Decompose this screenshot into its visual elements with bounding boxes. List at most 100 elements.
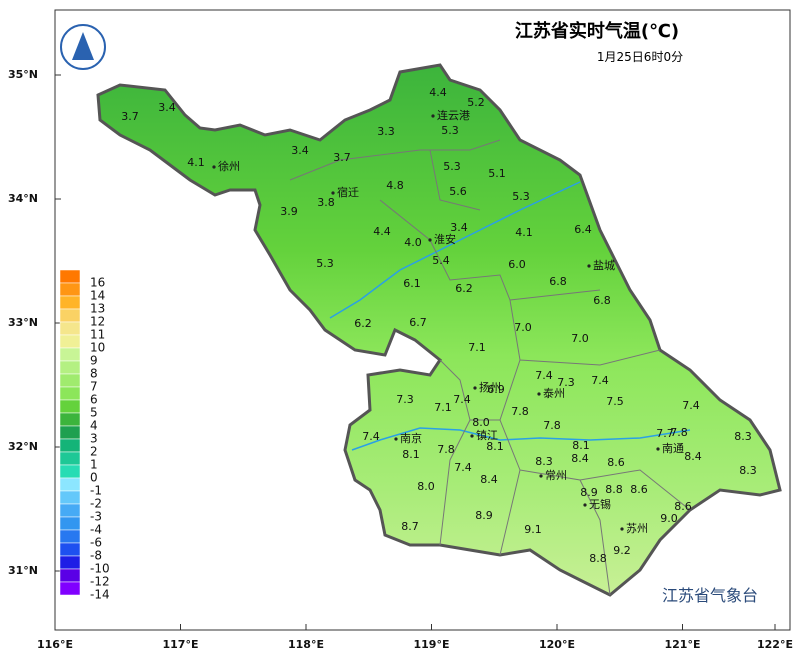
lat-label: 33°N bbox=[8, 316, 38, 329]
station-value: 3.9 bbox=[280, 205, 298, 218]
station-value: 5.4 bbox=[432, 254, 450, 267]
station-value: 4.0 bbox=[404, 236, 422, 249]
station-value: 7.4 bbox=[535, 369, 553, 382]
lat-label: 35°N bbox=[8, 68, 38, 81]
station-value: 6.7 bbox=[409, 316, 427, 329]
station-value: 8.6 bbox=[674, 500, 692, 513]
legend-swatch bbox=[59, 282, 81, 297]
station-value: 9.1 bbox=[524, 523, 542, 536]
station-value: 8.3 bbox=[535, 455, 553, 468]
legend-swatch bbox=[59, 347, 81, 362]
city-dot bbox=[587, 264, 591, 268]
station-value: 3.4 bbox=[158, 101, 176, 114]
city-name: 无锡 bbox=[589, 497, 611, 511]
station-value: 3.3 bbox=[377, 125, 395, 138]
legend-swatch bbox=[59, 451, 81, 466]
lon-label: 118°E bbox=[288, 638, 324, 651]
city-name: 南京 bbox=[400, 431, 422, 445]
legend-label: 6 bbox=[90, 393, 98, 407]
station-value: 8.4 bbox=[684, 450, 702, 463]
legend-swatch bbox=[59, 490, 81, 505]
station-value: 4.1 bbox=[515, 226, 533, 239]
lon-label: 119°E bbox=[414, 638, 450, 651]
lon-label: 122°E bbox=[757, 638, 793, 651]
subtitle: 1月25日6时0分 bbox=[597, 50, 683, 64]
logo bbox=[60, 24, 106, 70]
station-value: 7.4 bbox=[682, 399, 700, 412]
city-name: 淮安 bbox=[434, 232, 456, 246]
legend-swatch bbox=[59, 295, 81, 310]
station-value: 3.4 bbox=[450, 221, 468, 234]
legend-swatch bbox=[59, 529, 81, 544]
station-value: 8.4 bbox=[571, 452, 589, 465]
legend-label: -6 bbox=[90, 536, 102, 550]
station-value: 5.3 bbox=[512, 190, 530, 203]
station-value: 7.8 bbox=[670, 426, 688, 439]
lon-label: 120°E bbox=[539, 638, 575, 651]
legend-swatch bbox=[59, 412, 81, 427]
legend-label: 16 bbox=[90, 276, 105, 290]
station-value: 4.4 bbox=[429, 86, 447, 99]
station-value: 3.7 bbox=[333, 151, 351, 164]
lat-label: 32°N bbox=[8, 440, 38, 453]
station-value: 8.8 bbox=[605, 483, 623, 496]
station-value: 8.0 bbox=[417, 480, 435, 493]
lat-label: 34°N bbox=[8, 192, 38, 205]
city-name: 镇江 bbox=[476, 428, 498, 442]
city-name: 泰州 bbox=[543, 386, 565, 400]
city-name: 盐城 bbox=[593, 259, 615, 272]
station-value: 7.3 bbox=[396, 393, 414, 406]
station-value: 6.8 bbox=[549, 275, 567, 288]
station-value: 7.1 bbox=[434, 401, 452, 414]
legend-swatch bbox=[59, 516, 81, 531]
legend-label: 9 bbox=[90, 354, 98, 368]
legend-label: 5 bbox=[90, 406, 98, 420]
city-name: 徐州 bbox=[218, 159, 240, 173]
station-value: 5.2 bbox=[467, 96, 485, 109]
city-dot bbox=[431, 114, 435, 118]
title: 江苏省实时气温(℃) bbox=[515, 20, 679, 42]
station-value: 7.4 bbox=[454, 461, 472, 474]
station-value: 9.2 bbox=[613, 544, 631, 557]
station-value: 7.0 bbox=[514, 321, 532, 334]
legend-swatch bbox=[59, 438, 81, 453]
legend-swatch bbox=[59, 464, 81, 479]
station-value: 7.8 bbox=[543, 419, 561, 432]
legend-label: 12 bbox=[90, 315, 105, 329]
legend-swatch bbox=[59, 308, 81, 323]
station-value: 4.8 bbox=[386, 179, 404, 192]
station-value: 8.6 bbox=[630, 483, 648, 496]
station-value: 8.6 bbox=[607, 456, 625, 469]
station-value: 5.3 bbox=[443, 160, 461, 173]
legend-swatch bbox=[59, 581, 81, 596]
station-value: 8.0 bbox=[472, 416, 490, 429]
legend-swatch bbox=[59, 321, 81, 336]
legend-swatch bbox=[59, 542, 81, 557]
lon-label: 121°E bbox=[665, 638, 701, 651]
station-value: 7.3 bbox=[557, 376, 575, 389]
station-value: 3.4 bbox=[291, 144, 309, 157]
station-value: 7.5 bbox=[606, 395, 624, 408]
legend-label: -10 bbox=[90, 562, 110, 576]
station-value: 3.7 bbox=[121, 110, 139, 123]
city-dot bbox=[331, 191, 335, 195]
city-name: 宿迁 bbox=[337, 185, 359, 199]
station-value: 7.8 bbox=[511, 405, 529, 418]
city-dot bbox=[656, 447, 660, 451]
station-value: 6.4 bbox=[574, 223, 592, 236]
legend-label: 10 bbox=[90, 341, 105, 355]
station-value: 8.8 bbox=[589, 552, 607, 565]
station-value: 8.4 bbox=[480, 473, 498, 486]
station-value: 3.8 bbox=[317, 196, 335, 209]
legend-swatch bbox=[59, 425, 81, 440]
legend-label: 14 bbox=[90, 289, 105, 303]
city-dot bbox=[583, 503, 587, 507]
legend-swatch bbox=[59, 269, 81, 284]
station-value: 6.8 bbox=[593, 294, 611, 307]
legend-label: 4 bbox=[90, 419, 98, 433]
city-name: 连云港 bbox=[437, 109, 470, 122]
lon-label: 116°E bbox=[37, 638, 73, 651]
station-value: 9.0 bbox=[660, 512, 678, 525]
station-value: 7.7 bbox=[656, 427, 674, 440]
station-value: 8.3 bbox=[734, 430, 752, 443]
